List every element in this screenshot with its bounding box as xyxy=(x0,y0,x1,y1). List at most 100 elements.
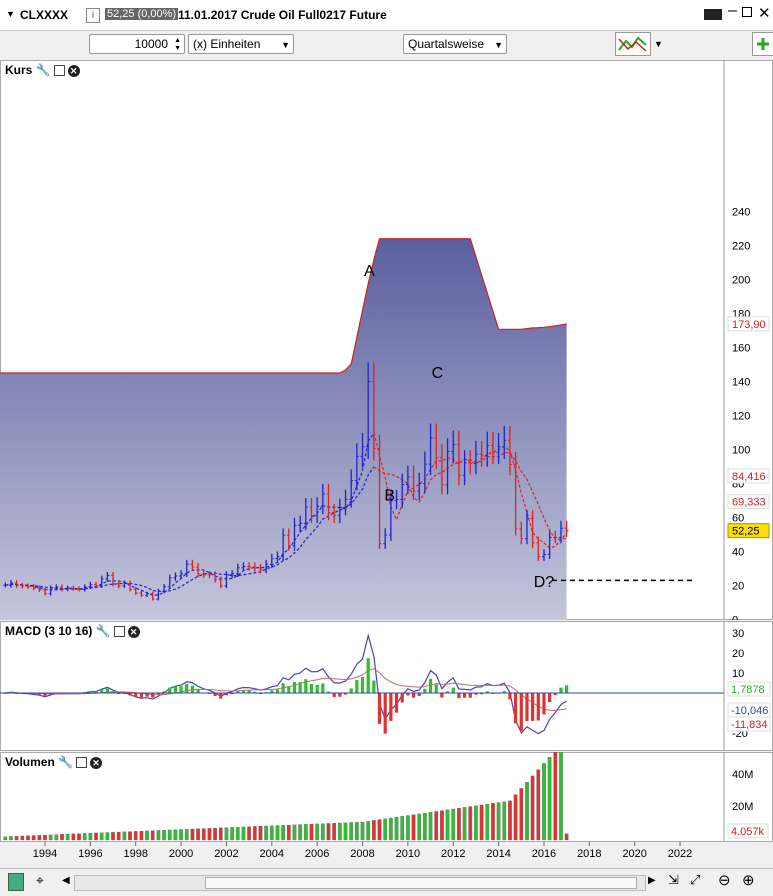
price-bar xyxy=(167,574,172,589)
price-bar xyxy=(48,585,53,596)
price-bar xyxy=(564,520,569,537)
symbol-label[interactable]: CLXXXX xyxy=(20,8,69,22)
volume-bar xyxy=(417,813,422,841)
close-icon[interactable]: ✕ xyxy=(90,756,103,769)
macd-histogram-bar xyxy=(111,691,115,693)
macd-histogram-bar xyxy=(417,693,421,696)
indicator-dropdown-icon[interactable]: ▼ xyxy=(654,39,663,49)
cursor-icon[interactable]: ⌖ xyxy=(36,872,44,888)
macd-histogram-bar xyxy=(304,679,308,693)
price-bar xyxy=(201,570,206,578)
unit-select[interactable]: (x) Einheiten ▼ xyxy=(188,34,294,54)
indicator-icon[interactable] xyxy=(615,32,651,56)
price-bar xyxy=(65,585,70,592)
autoscale-icon[interactable]: ⤢ xyxy=(690,872,701,887)
window-icon[interactable] xyxy=(76,757,88,769)
macd-histogram-bar xyxy=(514,693,518,724)
price-bar xyxy=(388,491,393,541)
close-icon[interactable]: ✕ xyxy=(127,625,140,638)
zoom-out-icon[interactable]: ⊖ xyxy=(718,872,731,889)
price-bar xyxy=(400,473,405,508)
price-bar xyxy=(507,425,512,476)
volume-bar xyxy=(71,833,76,841)
scroll-right-icon[interactable]: ▶ xyxy=(648,875,656,886)
wrench-icon[interactable]: 🔧 xyxy=(35,63,51,77)
price-bar xyxy=(473,441,478,475)
window-title: 11.01.2017 Crude Oil Full0217 Future xyxy=(178,8,387,22)
chevron-down-icon: ▼ xyxy=(281,40,290,50)
stepper-arrows-icon[interactable]: ▲ ▼ xyxy=(174,37,181,52)
price-value-label: 69,333 xyxy=(732,497,766,509)
macd-histogram-bar xyxy=(162,691,166,693)
annotation-label: C xyxy=(432,365,444,382)
volume-bar xyxy=(162,830,166,841)
scrollbar-track[interactable] xyxy=(74,875,646,891)
volume-bar xyxy=(241,826,246,841)
volume-value-badge xyxy=(727,823,769,839)
wrench-icon[interactable]: 🔧 xyxy=(95,624,111,638)
price-bar xyxy=(553,530,558,544)
close-icon[interactable]: ✕ xyxy=(758,5,771,22)
chart-type-icon[interactable] xyxy=(8,873,24,891)
macd-histogram-bar xyxy=(190,685,195,693)
macd-histogram-bar xyxy=(128,693,132,696)
quantity-stepper[interactable]: 10000 ▲ ▼ xyxy=(89,34,185,54)
volume-bar xyxy=(20,835,25,841)
tools-icon[interactable] xyxy=(752,32,773,56)
scrollbar-thumb[interactable] xyxy=(205,877,637,889)
price-bar xyxy=(94,581,99,588)
volume-bar xyxy=(264,825,268,841)
price-bar xyxy=(88,581,93,590)
volume-bar xyxy=(128,831,132,841)
volume-bar xyxy=(508,800,512,841)
macd-histogram-bar xyxy=(366,658,370,693)
price-bar xyxy=(519,521,524,545)
macd-panel: MACD (3 10 16) 🔧 ✕ xyxy=(0,621,773,751)
price-bar xyxy=(37,585,42,592)
macd-histogram-bar xyxy=(134,693,138,698)
price-bar xyxy=(150,591,155,601)
macd-histogram-bar xyxy=(383,693,387,734)
period-select[interactable]: Quartalsweise ▼ xyxy=(403,34,507,54)
annotation-label: B xyxy=(384,488,395,505)
title-bar: ▼ CLXXXX i 52,25 (0,00%) 11.01.2017 Crud… xyxy=(0,0,773,31)
window-icon[interactable] xyxy=(113,626,125,638)
volume-bar xyxy=(14,836,19,841)
price-bar xyxy=(445,438,450,495)
macd-tick-label: 10 xyxy=(732,668,744,680)
macd-histogram-bar xyxy=(485,691,489,693)
x-tick-label: 2010 xyxy=(396,848,420,860)
volume-bar xyxy=(564,833,569,841)
volume-chart[interactable]: 40M 20M 4.057k xyxy=(0,752,773,842)
fit-icon[interactable]: ⇲ xyxy=(668,872,679,887)
wrench-icon[interactable]: 🔧 xyxy=(58,755,74,769)
volume-bar xyxy=(354,822,359,841)
scroll-left-icon[interactable]: ◀ xyxy=(62,875,70,886)
volume-bar xyxy=(105,832,110,841)
volume-bar xyxy=(525,781,529,841)
volume-bar xyxy=(65,833,70,841)
chevron-down-icon: ▼ xyxy=(494,40,503,50)
menu-dropdown-icon[interactable]: ▼ xyxy=(6,9,15,19)
close-icon[interactable]: ✕ xyxy=(67,64,80,77)
zoom-in-icon[interactable]: ⊕ xyxy=(742,872,755,889)
info-icon[interactable]: i xyxy=(86,8,100,23)
window-icon[interactable] xyxy=(53,65,65,77)
price-bar xyxy=(479,441,484,467)
price-bar xyxy=(179,570,184,580)
maximize-icon[interactable] xyxy=(742,7,752,17)
keyboard-icon[interactable] xyxy=(704,9,722,20)
price-bar xyxy=(439,444,444,495)
minimize-icon[interactable]: – xyxy=(728,2,737,19)
volume-bar xyxy=(411,814,416,841)
price-bar xyxy=(25,583,30,589)
macd-histogram-bar xyxy=(196,689,200,693)
price-bar xyxy=(258,564,263,574)
upper-band-line xyxy=(0,238,567,374)
volume-bar xyxy=(213,827,217,841)
volume-bar xyxy=(133,831,138,841)
price-chart[interactable]: ABCD?02040608010012014016018020022024017… xyxy=(0,60,773,620)
price-bar xyxy=(422,451,427,494)
price-bar xyxy=(230,570,235,578)
